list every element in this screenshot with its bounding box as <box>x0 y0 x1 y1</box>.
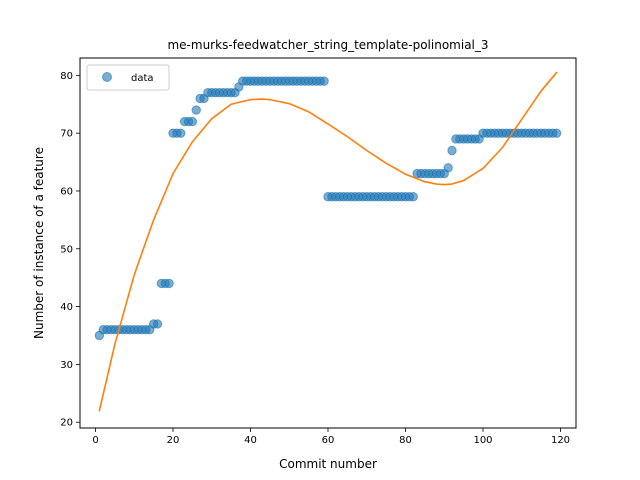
y-tick-label: 30 <box>60 360 73 371</box>
x-tick-label: 60 <box>322 435 335 446</box>
x-axis: 0 20 40 60 80 100 120 <box>92 428 570 446</box>
chart-title: me-murks-feedwatcher_string_template-pol… <box>167 38 488 52</box>
data-point <box>551 128 562 138</box>
x-tick-label: 120 <box>551 435 570 446</box>
data-point <box>187 116 198 127</box>
data-point <box>447 145 457 156</box>
y-tick-label: 50 <box>60 244 73 255</box>
x-tick-label: 80 <box>399 435 412 446</box>
y-axis: 20 30 40 50 60 70 80 <box>60 71 80 429</box>
legend-label-data: data <box>131 73 154 84</box>
y-tick-label: 40 <box>60 302 73 313</box>
data-point <box>152 319 163 329</box>
y-tick-label: 70 <box>60 129 73 140</box>
data-point <box>191 105 201 115</box>
x-tick-label: 0 <box>92 435 98 446</box>
data-point <box>319 76 329 86</box>
y-tick-label: 20 <box>60 418 73 429</box>
fit-curve <box>98 71 558 412</box>
data-point <box>176 128 186 138</box>
legend-box <box>86 64 170 91</box>
y-axis-label: Number of instance of a feature <box>32 147 46 339</box>
y-tick-label: 60 <box>60 186 73 197</box>
plot-area <box>94 71 562 412</box>
data-point <box>408 192 418 202</box>
data-point <box>443 163 453 173</box>
data-point <box>164 278 174 289</box>
legend: data <box>86 64 170 91</box>
x-tick-label: 100 <box>473 435 492 446</box>
y-tick-label: 80 <box>60 71 73 82</box>
x-axis-label: Commit number <box>279 457 377 471</box>
x-tick-label: 40 <box>244 435 257 446</box>
x-tick-label: 20 <box>167 435 180 446</box>
legend-marker-data <box>102 72 112 82</box>
